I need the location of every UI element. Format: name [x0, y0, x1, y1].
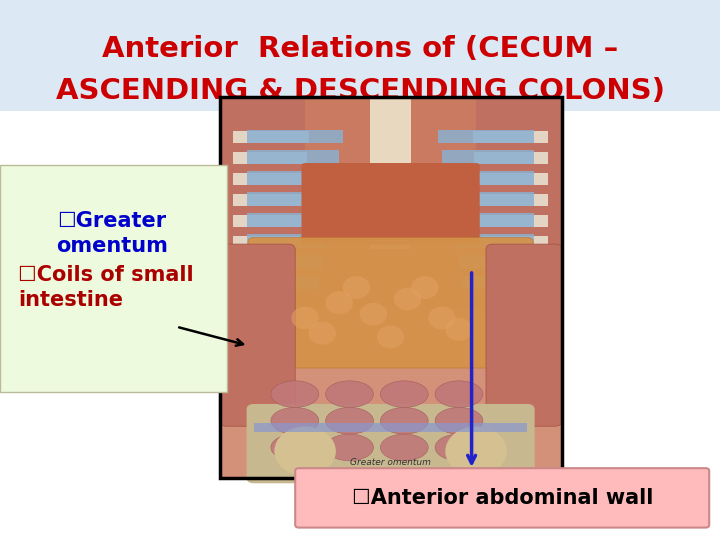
FancyBboxPatch shape [480, 215, 548, 227]
Ellipse shape [380, 434, 428, 461]
FancyBboxPatch shape [246, 404, 534, 483]
FancyBboxPatch shape [220, 244, 295, 426]
FancyBboxPatch shape [302, 163, 480, 245]
Ellipse shape [343, 276, 370, 299]
FancyBboxPatch shape [295, 468, 709, 528]
FancyBboxPatch shape [233, 131, 308, 143]
Text: intestine: intestine [18, 289, 123, 310]
FancyBboxPatch shape [445, 171, 534, 185]
FancyBboxPatch shape [220, 97, 562, 478]
FancyBboxPatch shape [220, 97, 562, 307]
FancyBboxPatch shape [247, 234, 325, 247]
FancyBboxPatch shape [483, 257, 548, 268]
FancyBboxPatch shape [478, 194, 548, 206]
Ellipse shape [377, 326, 405, 348]
Ellipse shape [428, 307, 456, 329]
FancyBboxPatch shape [474, 152, 548, 164]
Ellipse shape [325, 292, 353, 314]
FancyBboxPatch shape [442, 151, 534, 164]
FancyBboxPatch shape [233, 173, 305, 185]
FancyBboxPatch shape [233, 236, 300, 247]
FancyBboxPatch shape [452, 213, 534, 227]
FancyBboxPatch shape [253, 423, 527, 432]
FancyBboxPatch shape [485, 278, 548, 289]
FancyBboxPatch shape [247, 213, 329, 227]
Ellipse shape [445, 427, 507, 476]
Text: ☐Greater: ☐Greater [57, 211, 166, 232]
FancyBboxPatch shape [247, 192, 333, 206]
FancyBboxPatch shape [462, 276, 534, 289]
FancyBboxPatch shape [248, 238, 534, 368]
Ellipse shape [360, 303, 387, 326]
FancyBboxPatch shape [233, 257, 298, 268]
Ellipse shape [308, 322, 336, 345]
FancyBboxPatch shape [449, 192, 534, 206]
Text: Greater omentum: Greater omentum [350, 458, 431, 467]
Ellipse shape [445, 318, 472, 341]
FancyBboxPatch shape [0, 0, 720, 111]
Ellipse shape [274, 427, 336, 476]
FancyBboxPatch shape [473, 131, 548, 143]
FancyBboxPatch shape [438, 130, 534, 143]
FancyBboxPatch shape [233, 215, 302, 227]
Ellipse shape [435, 434, 483, 461]
FancyBboxPatch shape [247, 151, 339, 164]
Ellipse shape [325, 434, 374, 461]
FancyBboxPatch shape [486, 244, 562, 426]
FancyBboxPatch shape [459, 255, 534, 268]
FancyBboxPatch shape [0, 165, 227, 392]
FancyBboxPatch shape [220, 97, 305, 307]
FancyBboxPatch shape [247, 255, 323, 268]
Ellipse shape [325, 408, 374, 434]
Ellipse shape [394, 287, 421, 310]
FancyBboxPatch shape [247, 171, 336, 185]
Ellipse shape [435, 408, 483, 434]
FancyBboxPatch shape [370, 97, 411, 249]
Text: Anterior  Relations of (CECUM –: Anterior Relations of (CECUM – [102, 35, 618, 63]
Ellipse shape [271, 381, 319, 408]
Ellipse shape [411, 276, 438, 299]
FancyBboxPatch shape [481, 236, 548, 247]
FancyBboxPatch shape [233, 194, 303, 206]
FancyBboxPatch shape [476, 173, 548, 185]
FancyBboxPatch shape [456, 234, 534, 247]
Text: ☐Coils of small: ☐Coils of small [18, 265, 194, 286]
Text: ASCENDING & DESCENDING COLONS): ASCENDING & DESCENDING COLONS) [55, 77, 665, 105]
Ellipse shape [271, 434, 319, 461]
Ellipse shape [380, 381, 428, 408]
FancyBboxPatch shape [233, 152, 307, 164]
Ellipse shape [271, 408, 319, 434]
Ellipse shape [435, 381, 483, 408]
Text: ☐Anterior abdominal wall: ☐Anterior abdominal wall [351, 488, 653, 508]
FancyBboxPatch shape [476, 97, 562, 307]
Ellipse shape [325, 381, 374, 408]
Text: omentum: omentum [55, 235, 168, 256]
Ellipse shape [380, 408, 428, 434]
FancyBboxPatch shape [247, 276, 319, 289]
FancyBboxPatch shape [233, 278, 297, 289]
Ellipse shape [292, 307, 319, 329]
FancyBboxPatch shape [247, 130, 343, 143]
